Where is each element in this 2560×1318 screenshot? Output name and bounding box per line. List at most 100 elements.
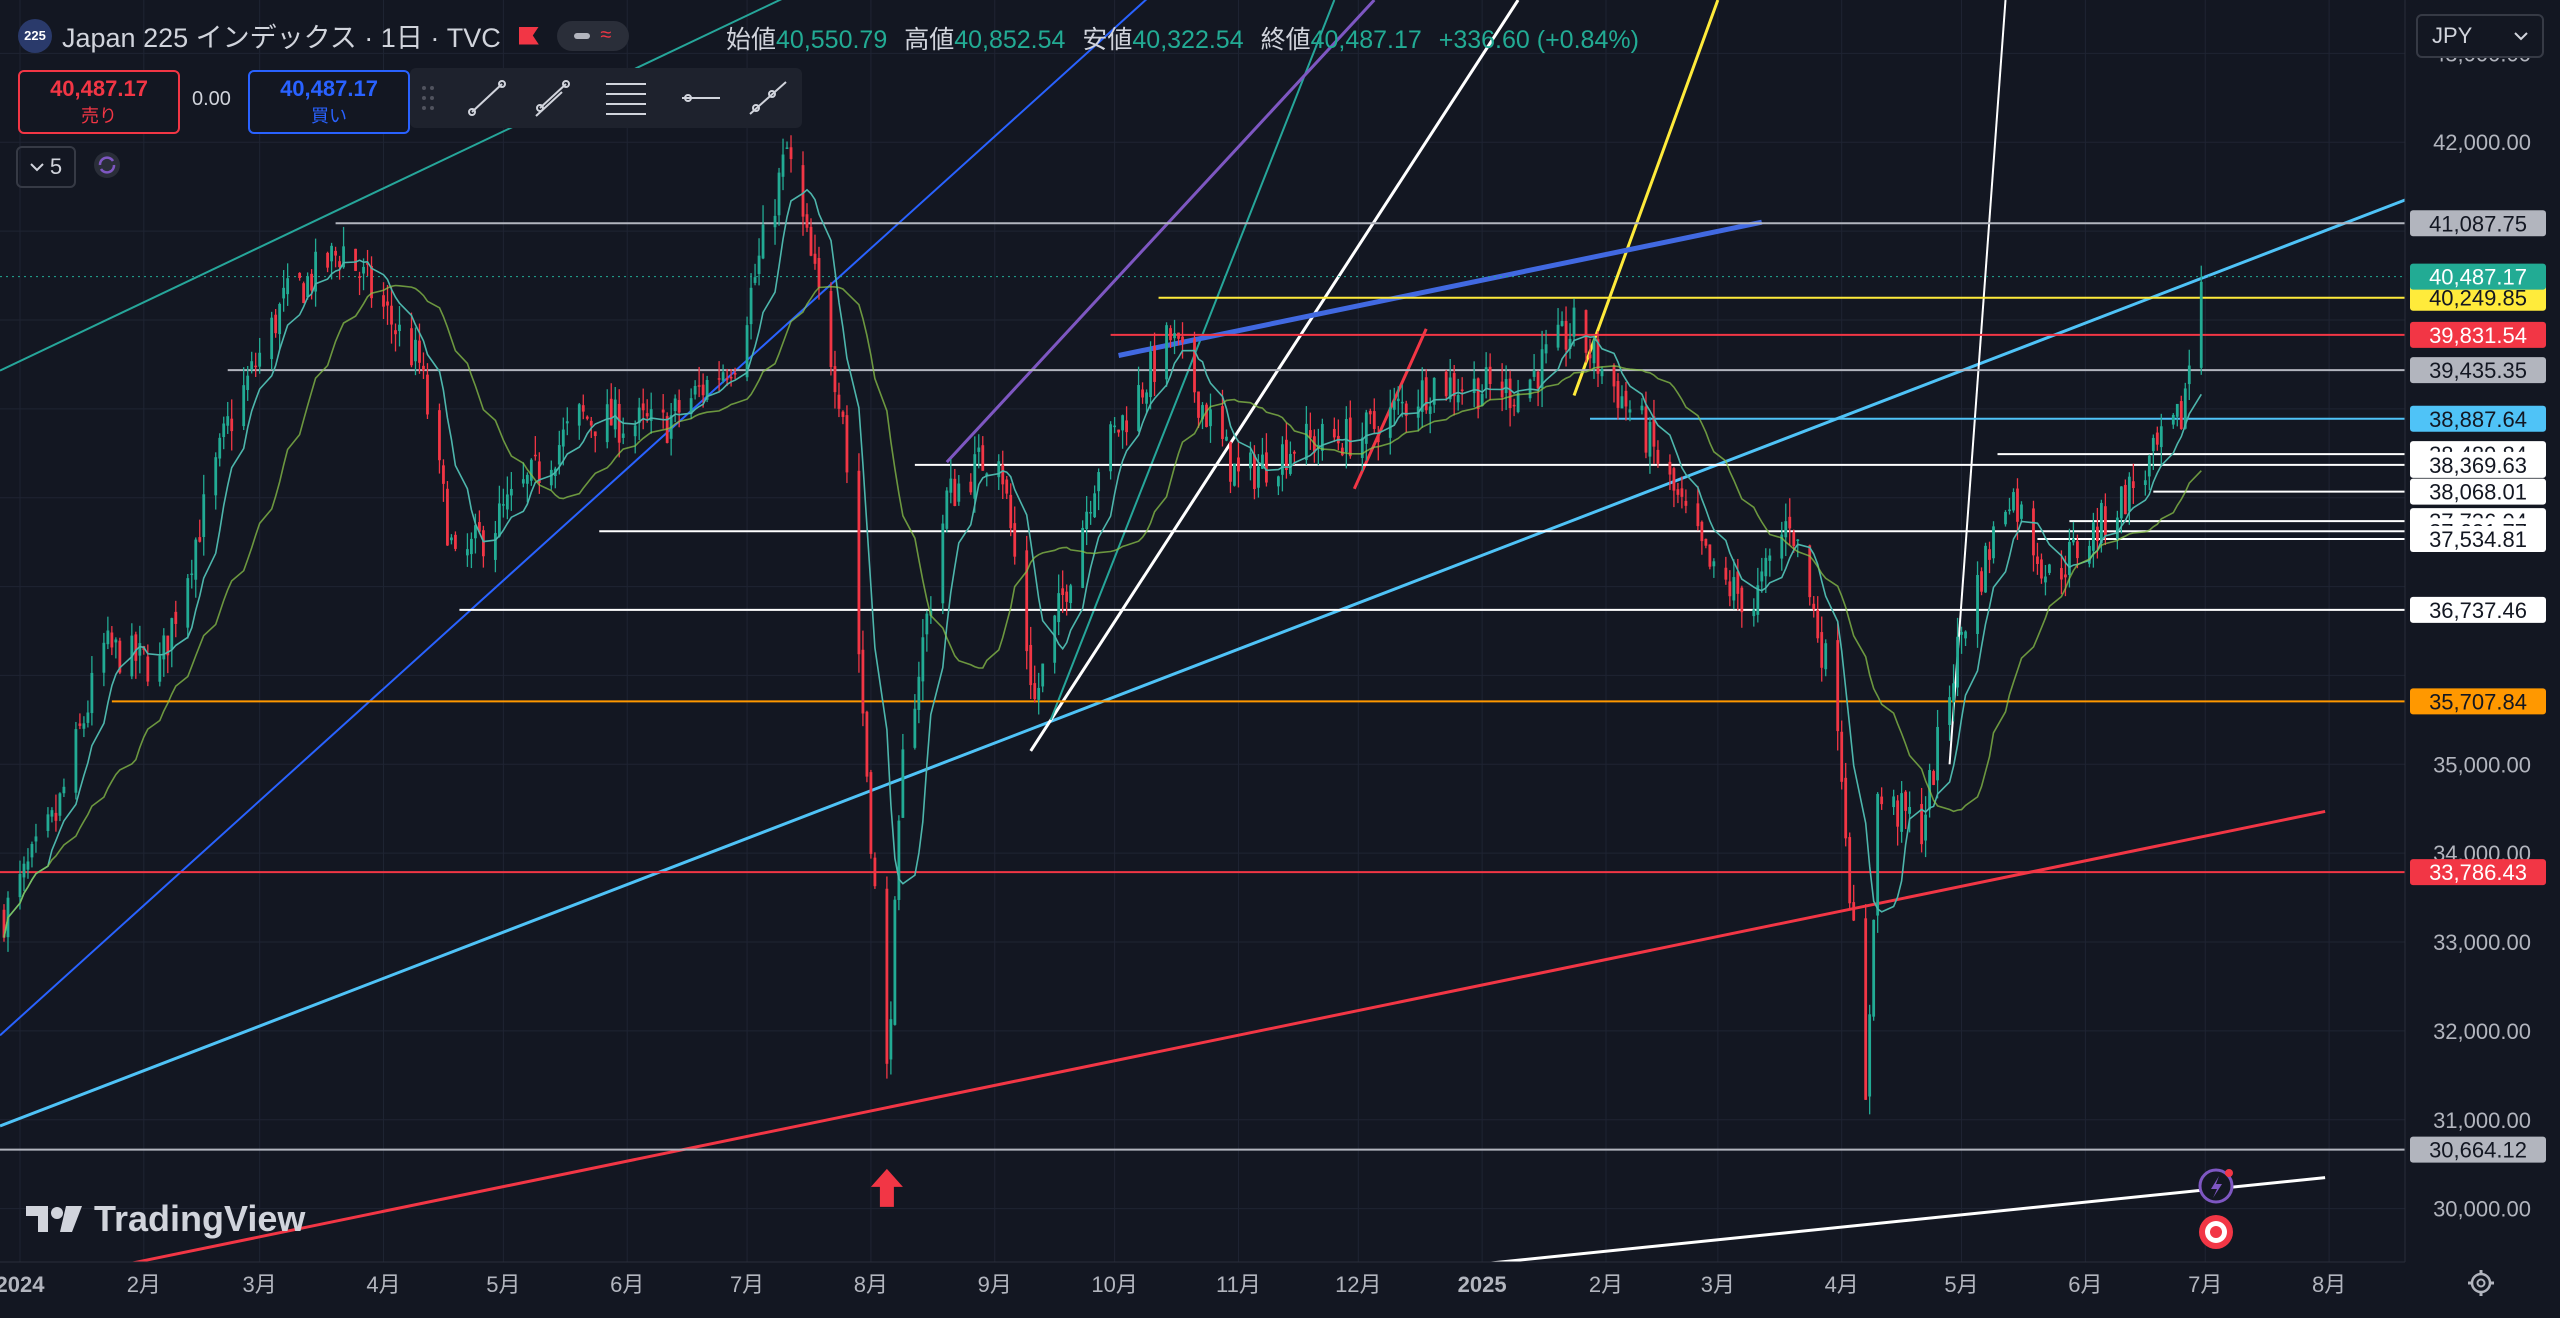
candle[interactable] xyxy=(2060,550,2063,595)
candle[interactable] xyxy=(1564,306,1568,367)
candle[interactable] xyxy=(74,721,78,800)
candle[interactable] xyxy=(342,226,345,269)
candle[interactable] xyxy=(1173,319,1176,355)
candle[interactable] xyxy=(1560,311,1564,327)
candle[interactable] xyxy=(1456,378,1460,411)
candle[interactable] xyxy=(190,559,194,589)
candle[interactable] xyxy=(673,394,677,423)
candle[interactable] xyxy=(1880,787,1884,810)
candle[interactable] xyxy=(1808,544,1812,606)
candle[interactable] xyxy=(1676,482,1680,504)
candle[interactable] xyxy=(158,642,162,687)
candle[interactable] xyxy=(1648,416,1652,474)
candle[interactable] xyxy=(757,238,761,286)
candle[interactable] xyxy=(1724,556,1728,585)
candle[interactable] xyxy=(1756,567,1760,623)
candle[interactable] xyxy=(533,436,537,461)
candle[interactable] xyxy=(1360,422,1364,471)
candle[interactable] xyxy=(2199,265,2203,375)
candle[interactable] xyxy=(1572,298,1576,347)
candle[interactable] xyxy=(2004,510,2007,527)
ray-icon[interactable] xyxy=(749,81,787,115)
candle[interactable] xyxy=(250,351,254,374)
candle[interactable] xyxy=(1820,616,1824,682)
candle[interactable] xyxy=(1780,521,1784,571)
candle[interactable] xyxy=(2183,382,2187,430)
candle[interactable] xyxy=(354,248,357,272)
candle[interactable] xyxy=(362,258,365,291)
candle[interactable] xyxy=(945,487,949,533)
candle[interactable] xyxy=(422,352,425,379)
candle[interactable] xyxy=(86,700,90,728)
candle[interactable] xyxy=(1001,450,1005,500)
candle[interactable] xyxy=(1768,548,1772,577)
candle[interactable] xyxy=(1588,338,1592,369)
candle[interactable] xyxy=(1221,389,1224,447)
candle[interactable] xyxy=(2087,540,2091,568)
candle[interactable] xyxy=(2171,413,2175,429)
candle[interactable] xyxy=(1844,762,1848,847)
candle[interactable] xyxy=(697,366,701,398)
candle[interactable] xyxy=(777,167,781,226)
candle[interactable] xyxy=(805,203,809,233)
candle[interactable] xyxy=(394,323,397,352)
sell-button[interactable]: 40,487.17 売り xyxy=(18,70,180,134)
candle[interactable] xyxy=(953,468,957,507)
horizontal-ray-icon[interactable] xyxy=(682,94,720,102)
candle[interactable] xyxy=(1209,393,1212,443)
candle[interactable] xyxy=(30,841,34,868)
candle[interactable] xyxy=(1009,483,1013,537)
candle[interactable] xyxy=(1656,440,1660,468)
candle[interactable] xyxy=(789,135,793,173)
candle[interactable] xyxy=(1816,596,1820,643)
trend-line[interactable] xyxy=(1049,0,1336,721)
candle[interactable] xyxy=(146,644,150,687)
candle[interactable] xyxy=(2147,454,2151,491)
candle[interactable] xyxy=(442,459,445,502)
candle[interactable] xyxy=(613,387,617,438)
candle[interactable] xyxy=(2012,488,2015,513)
candle[interactable] xyxy=(1109,421,1113,480)
settings-gear-icon[interactable] xyxy=(2466,1268,2496,1298)
candle[interactable] xyxy=(246,365,250,401)
candle[interactable] xyxy=(873,852,877,889)
candle[interactable] xyxy=(841,410,845,425)
candle[interactable] xyxy=(581,394,585,420)
candle[interactable] xyxy=(1332,417,1336,443)
candle[interactable] xyxy=(1448,358,1452,403)
candle[interactable] xyxy=(1980,567,1983,596)
candle[interactable] xyxy=(1488,353,1492,401)
candle[interactable] xyxy=(593,431,597,453)
candle[interactable] xyxy=(478,510,481,534)
candle[interactable] xyxy=(749,273,753,340)
candle[interactable] xyxy=(2048,563,2051,576)
candle[interactable] xyxy=(2076,534,2079,569)
candle[interactable] xyxy=(1936,709,1939,799)
candle[interactable] xyxy=(637,397,641,441)
candle[interactable] xyxy=(1444,369,1448,401)
candle[interactable] xyxy=(721,364,725,384)
candle[interactable] xyxy=(1177,332,1180,346)
candle[interactable] xyxy=(466,533,469,567)
candle[interactable] xyxy=(1181,322,1184,359)
candle[interactable] xyxy=(693,380,697,400)
candle[interactable] xyxy=(1121,414,1124,449)
candle[interactable] xyxy=(1125,406,1128,446)
candle[interactable] xyxy=(2187,349,2191,401)
candle[interactable] xyxy=(1540,330,1544,408)
candle[interactable] xyxy=(1113,417,1117,434)
candle[interactable] xyxy=(1153,332,1156,397)
candle[interactable] xyxy=(1265,433,1268,487)
trend-line[interactable] xyxy=(0,0,907,372)
candle[interactable] xyxy=(1612,363,1616,403)
candle[interactable] xyxy=(1420,367,1424,428)
candle[interactable] xyxy=(729,369,733,387)
candle[interactable] xyxy=(1508,370,1512,427)
candle[interactable] xyxy=(26,848,30,879)
candle[interactable] xyxy=(82,716,86,738)
candle[interactable] xyxy=(497,485,501,538)
candle[interactable] xyxy=(358,271,361,296)
candle[interactable] xyxy=(2072,521,2075,546)
candle[interactable] xyxy=(1544,329,1548,364)
candle[interactable] xyxy=(809,218,813,257)
